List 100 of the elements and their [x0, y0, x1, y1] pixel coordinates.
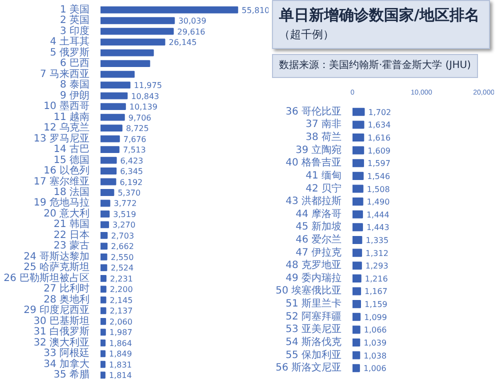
y-tick-label: 36 哥伦比亚 — [286, 105, 342, 118]
bar — [100, 318, 106, 325]
data-label: 1,099 — [364, 312, 387, 322]
data-label: 1,831 — [109, 360, 132, 370]
y-tick-label: 20 意大利 — [44, 207, 90, 220]
y-tick-label: 41 缅甸 — [306, 169, 342, 182]
bar — [100, 70, 135, 78]
bar — [100, 17, 175, 24]
bar — [100, 92, 128, 100]
y-tick-label: 30 巴基斯坦 — [34, 314, 90, 327]
y-tick-label: 7 马来西亚 — [40, 68, 90, 80]
bar — [100, 135, 120, 142]
data-label: 1,616 — [368, 134, 391, 143]
bar — [100, 124, 122, 132]
data-label: 1,987 — [109, 328, 132, 338]
data-label: 1,167 — [364, 287, 388, 296]
data-label: 7,676 — [123, 134, 146, 144]
data-label: 2,137 — [110, 306, 133, 316]
bar — [100, 339, 106, 346]
y-tick-label: 26 巴勒斯坦被占区 — [4, 272, 90, 284]
data-label: 30,039 — [178, 16, 206, 26]
y-tick-label: 56 斯洛文尼亚 — [276, 362, 342, 374]
bar — [100, 307, 106, 314]
bar — [100, 60, 150, 68]
data-label: 26,145 — [168, 38, 197, 48]
bar — [100, 200, 110, 207]
y-tick-label: 10 墨西哥 — [44, 101, 90, 112]
data-label: 1,490 — [366, 198, 390, 207]
data-label: 29,616 — [177, 27, 206, 36]
y-tick-label: 29 印度尼西亚 — [24, 304, 90, 316]
y-tick-label: 15 德国 — [54, 154, 90, 166]
bar — [100, 168, 117, 174]
bar — [100, 146, 120, 153]
y-tick-label: 38 荷兰 — [306, 131, 342, 144]
data-label: 9,706 — [128, 113, 152, 122]
data-label: 2,550 — [110, 252, 134, 262]
y-tick-label: 24 哥斯达黎加 — [24, 250, 90, 262]
data-label: 2,200 — [110, 285, 133, 294]
data-label: 1,216 — [364, 274, 388, 284]
y-tick-label: 50 埃塞俄比亚 — [276, 284, 342, 297]
bar — [100, 372, 106, 379]
y-tick-label: 32 澳大利亚 — [34, 336, 90, 348]
y-tick-label: 18 法国 — [54, 186, 90, 198]
y-tick-label: 27 比利时 — [44, 282, 90, 295]
bar — [100, 156, 117, 164]
y-tick-label: 8 泰国 — [60, 80, 90, 91]
y-tick-label: 1 美国 — [60, 3, 90, 16]
y-tick-label: 53 亚美尼亚 — [286, 323, 342, 336]
data-label: 1,597 — [368, 159, 390, 168]
data-label: 3,772 — [114, 199, 137, 208]
y-tick-label: 14 古巴 — [54, 143, 90, 156]
bar — [100, 210, 110, 218]
y-tick-label: 39 立陶宛 — [296, 144, 342, 156]
data-label: 1,849 — [109, 350, 132, 359]
y-tick-label: 2 英国 — [60, 14, 90, 26]
y-tick-label: 51 斯里兰卡 — [286, 298, 342, 310]
data-label: 10,139 — [129, 102, 158, 112]
y-tick-label: 44 摩洛哥 — [296, 208, 342, 220]
y-tick-label: 13 罗马尼亚 — [34, 133, 90, 144]
data-label: 1,006 — [363, 364, 386, 374]
y-tick-label: 37 南非 — [306, 118, 342, 130]
y-tick-label: 16 以色列 — [44, 164, 90, 177]
data-label: 3,519 — [113, 210, 136, 219]
data-label: 3,270 — [112, 220, 136, 230]
y-tick-label: 25 哈萨克斯坦 — [24, 261, 90, 274]
data-label: 5,370 — [118, 188, 141, 198]
bar — [100, 49, 154, 56]
data-label: 1,508 — [366, 184, 390, 194]
data-label: 8,725 — [126, 124, 149, 134]
y-tick-label: 22 日本 — [54, 228, 90, 241]
data-label: 1,634 — [368, 120, 391, 130]
bar — [100, 274, 106, 282]
y-tick-label: 55 保加利亚 — [286, 348, 342, 361]
bar — [100, 360, 106, 368]
y-tick-label: 31 白俄罗斯 — [34, 326, 90, 338]
bar — [100, 38, 166, 46]
data-label: 1,443 — [366, 223, 390, 232]
data-label: 1,864 — [109, 338, 132, 348]
y-tick-label: 6 巴西 — [60, 58, 90, 70]
data-label: 1,312 — [366, 248, 388, 258]
bar — [100, 178, 116, 186]
data-label: 1,039 — [364, 338, 387, 348]
bar — [100, 264, 108, 272]
data-label: 1,546 — [367, 172, 390, 181]
data-label: 1,702 — [368, 108, 392, 117]
data-label: 7,513 — [122, 146, 146, 155]
y-tick-label: 17 塞尔维亚 — [34, 175, 90, 188]
y-tick-label: 4 土耳其 — [50, 36, 90, 48]
y-tick-label: 40 格鲁吉亚 — [286, 156, 342, 169]
bar — [100, 189, 114, 196]
bar — [100, 6, 238, 14]
y-tick-label: 35 希腊 — [54, 368, 90, 381]
bar — [100, 242, 108, 250]
source-note: 数据来源：美国约翰斯·霍普金斯大学 (JHU) — [279, 59, 471, 73]
y-tick-label: 19 危地马拉 — [34, 196, 90, 209]
data-label: 10,843 — [131, 92, 160, 101]
data-label: 6,345 — [120, 167, 143, 176]
y-tick-label: 21 韩国 — [54, 218, 90, 230]
bar — [100, 103, 126, 110]
chart-subtitle: （超千例） — [279, 28, 334, 42]
